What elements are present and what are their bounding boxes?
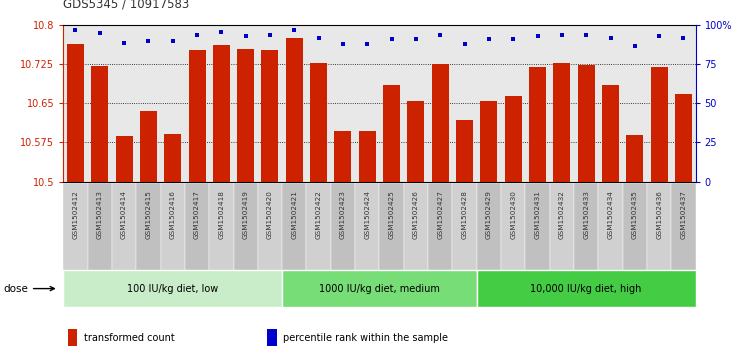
Bar xyxy=(501,183,525,270)
Bar xyxy=(335,131,351,182)
Bar xyxy=(428,183,452,270)
Text: GSM1502420: GSM1502420 xyxy=(267,190,273,239)
Text: GSM1502416: GSM1502416 xyxy=(170,190,176,239)
Bar xyxy=(651,67,667,182)
Text: GSM1502432: GSM1502432 xyxy=(559,190,565,239)
Text: percentile rank within the sample: percentile rank within the sample xyxy=(283,333,448,343)
Bar xyxy=(602,85,619,182)
Bar xyxy=(598,183,623,270)
Bar xyxy=(136,183,161,270)
Bar xyxy=(675,94,692,182)
Bar xyxy=(456,120,473,182)
Text: GSM1502414: GSM1502414 xyxy=(121,190,127,239)
Bar xyxy=(63,183,88,270)
Text: GSM1502412: GSM1502412 xyxy=(72,190,78,239)
Bar xyxy=(452,183,477,270)
Text: GSM1502430: GSM1502430 xyxy=(510,190,516,239)
Bar xyxy=(626,135,644,182)
Text: GSM1502417: GSM1502417 xyxy=(194,190,200,239)
Bar xyxy=(404,183,428,270)
Bar xyxy=(383,85,400,182)
Bar xyxy=(331,183,355,270)
Text: 1000 IU/kg diet, medium: 1000 IU/kg diet, medium xyxy=(319,284,440,294)
Text: GDS5345 / 10917583: GDS5345 / 10917583 xyxy=(63,0,190,11)
Text: GSM1502426: GSM1502426 xyxy=(413,190,419,239)
Bar xyxy=(282,270,477,307)
Bar xyxy=(140,111,157,182)
Text: 10,000 IU/kg diet, high: 10,000 IU/kg diet, high xyxy=(530,284,642,294)
Bar xyxy=(504,96,522,182)
Bar xyxy=(68,329,77,346)
Text: GSM1502422: GSM1502422 xyxy=(315,190,321,239)
Bar xyxy=(161,183,185,270)
Text: GSM1502424: GSM1502424 xyxy=(365,190,371,239)
Bar xyxy=(164,134,182,182)
Text: GSM1502421: GSM1502421 xyxy=(292,190,298,239)
Text: GSM1502427: GSM1502427 xyxy=(437,190,443,239)
Text: GSM1502437: GSM1502437 xyxy=(681,190,687,239)
Bar xyxy=(355,183,379,270)
Bar xyxy=(88,183,112,270)
Text: GSM1502425: GSM1502425 xyxy=(388,190,394,239)
Text: 100 IU/kg diet, low: 100 IU/kg diet, low xyxy=(127,284,218,294)
Bar xyxy=(408,101,424,182)
Bar xyxy=(261,50,278,182)
Bar xyxy=(267,329,277,346)
Bar xyxy=(359,131,376,182)
Bar xyxy=(379,183,404,270)
Bar xyxy=(554,64,571,182)
Text: dose: dose xyxy=(3,284,54,294)
Text: GSM1502418: GSM1502418 xyxy=(218,190,225,239)
Bar xyxy=(525,183,550,270)
Bar xyxy=(307,183,331,270)
Text: GSM1502428: GSM1502428 xyxy=(461,190,467,239)
Bar xyxy=(213,45,230,182)
Bar xyxy=(209,183,234,270)
Text: GSM1502435: GSM1502435 xyxy=(632,190,638,239)
Text: transformed count: transformed count xyxy=(84,333,175,343)
Bar xyxy=(282,183,307,270)
Text: GSM1502419: GSM1502419 xyxy=(243,190,248,239)
Bar xyxy=(237,49,254,182)
Bar xyxy=(477,183,501,270)
Bar xyxy=(185,183,209,270)
Bar xyxy=(477,270,696,307)
Bar xyxy=(550,183,574,270)
Bar xyxy=(647,183,671,270)
Text: GSM1502423: GSM1502423 xyxy=(340,190,346,239)
Bar xyxy=(671,183,696,270)
Bar xyxy=(481,101,498,182)
Bar xyxy=(258,183,282,270)
Bar xyxy=(574,183,598,270)
Text: GSM1502415: GSM1502415 xyxy=(145,190,151,239)
Bar xyxy=(432,65,449,182)
Text: GSM1502434: GSM1502434 xyxy=(608,190,614,239)
Text: GSM1502413: GSM1502413 xyxy=(97,190,103,239)
Bar xyxy=(188,50,205,182)
Text: GSM1502436: GSM1502436 xyxy=(656,190,662,239)
Bar xyxy=(63,270,282,307)
Text: GSM1502431: GSM1502431 xyxy=(534,190,541,239)
Bar xyxy=(529,67,546,182)
Bar xyxy=(310,63,327,182)
Bar xyxy=(286,38,303,182)
Text: GSM1502429: GSM1502429 xyxy=(486,190,492,239)
Bar xyxy=(234,183,258,270)
Bar xyxy=(112,183,136,270)
Bar xyxy=(92,66,108,182)
Bar xyxy=(115,136,132,182)
Bar xyxy=(67,44,84,182)
Text: GSM1502433: GSM1502433 xyxy=(583,190,589,239)
Bar xyxy=(577,65,594,182)
Bar xyxy=(623,183,647,270)
